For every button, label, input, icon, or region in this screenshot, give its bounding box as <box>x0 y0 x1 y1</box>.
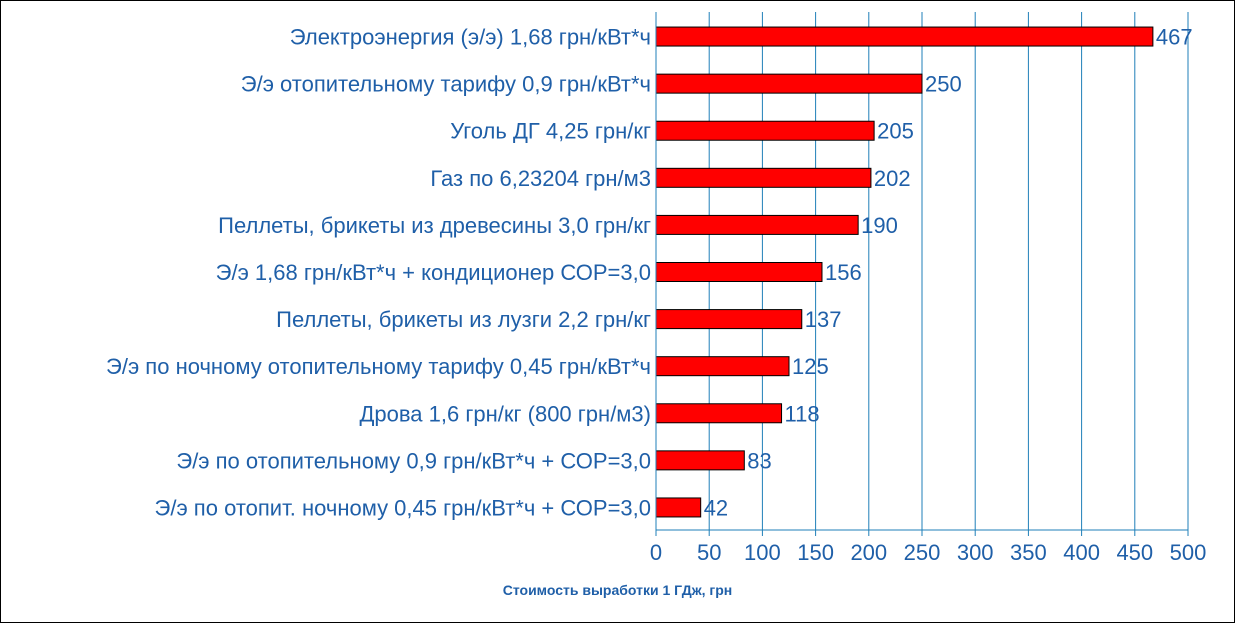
x-tick-label: 200 <box>850 540 887 565</box>
x-axis-title: Стоимость выработки 1 ГДж, грн <box>502 582 733 598</box>
category-label: Пеллеты, брикеты из лузги 2,2 грн/кг <box>276 307 651 332</box>
data-label: 156 <box>825 260 862 285</box>
data-label: 83 <box>747 448 771 473</box>
data-label: 467 <box>1156 25 1193 50</box>
category-label: Пеллеты, брикеты из древесины 3,0 грн/кг <box>218 213 651 238</box>
bar <box>655 167 872 188</box>
bar <box>655 26 1154 47</box>
x-tick-label: 100 <box>744 540 781 565</box>
x-tick-label: 150 <box>797 540 834 565</box>
bar <box>655 497 702 518</box>
x-tick-label: 250 <box>904 540 941 565</box>
bar <box>655 356 790 377</box>
data-label: 137 <box>805 307 842 332</box>
x-tick-label: 0 <box>650 540 662 565</box>
category-label: Газ по 6,23204 грн/м3 <box>430 166 651 191</box>
x-tick-label: 400 <box>1063 540 1100 565</box>
bar <box>655 403 783 424</box>
category-label: Э/э по отопит. ночному 0,45 грн/кВт*ч + … <box>155 495 651 520</box>
data-label: 250 <box>925 72 962 97</box>
category-label: Э/э 1,68 грн/кВт*ч + кондиционер СОР=3,0 <box>216 260 651 285</box>
category-label: Э/э по ночному отопительному тарифу 0,45… <box>106 354 651 379</box>
x-tick-label: 50 <box>697 540 721 565</box>
data-label: 190 <box>861 213 898 238</box>
category-label: Э/э по отопительному 0,9 грн/кВт*ч + СОР… <box>176 448 651 473</box>
category-label: Дрова 1,6 грн/кг (800 грн/м3) <box>360 401 652 426</box>
x-tick-label: 350 <box>1010 540 1047 565</box>
category-label: Уголь ДГ 4,25 грн/кг <box>450 119 651 144</box>
data-label: 202 <box>874 166 911 191</box>
data-label: 42 <box>704 495 728 520</box>
category-label: Э/э отопительному тарифу 0,9 грн/кВт*ч <box>241 72 651 97</box>
x-tick-label: 500 <box>1170 540 1207 565</box>
x-tick-label: 450 <box>1116 540 1153 565</box>
data-label: 118 <box>785 401 820 426</box>
bar <box>655 309 803 330</box>
data-label: 125 <box>792 354 829 379</box>
category-label: Электроэнергия (э/э) 1,68 грн/кВт*ч <box>290 25 651 50</box>
bar <box>655 450 745 471</box>
bar <box>655 73 923 94</box>
x-tick-label: 300 <box>957 540 994 565</box>
data-label: 205 <box>877 119 914 144</box>
bar <box>655 120 875 141</box>
bar <box>655 214 859 235</box>
bar <box>655 262 823 282</box>
